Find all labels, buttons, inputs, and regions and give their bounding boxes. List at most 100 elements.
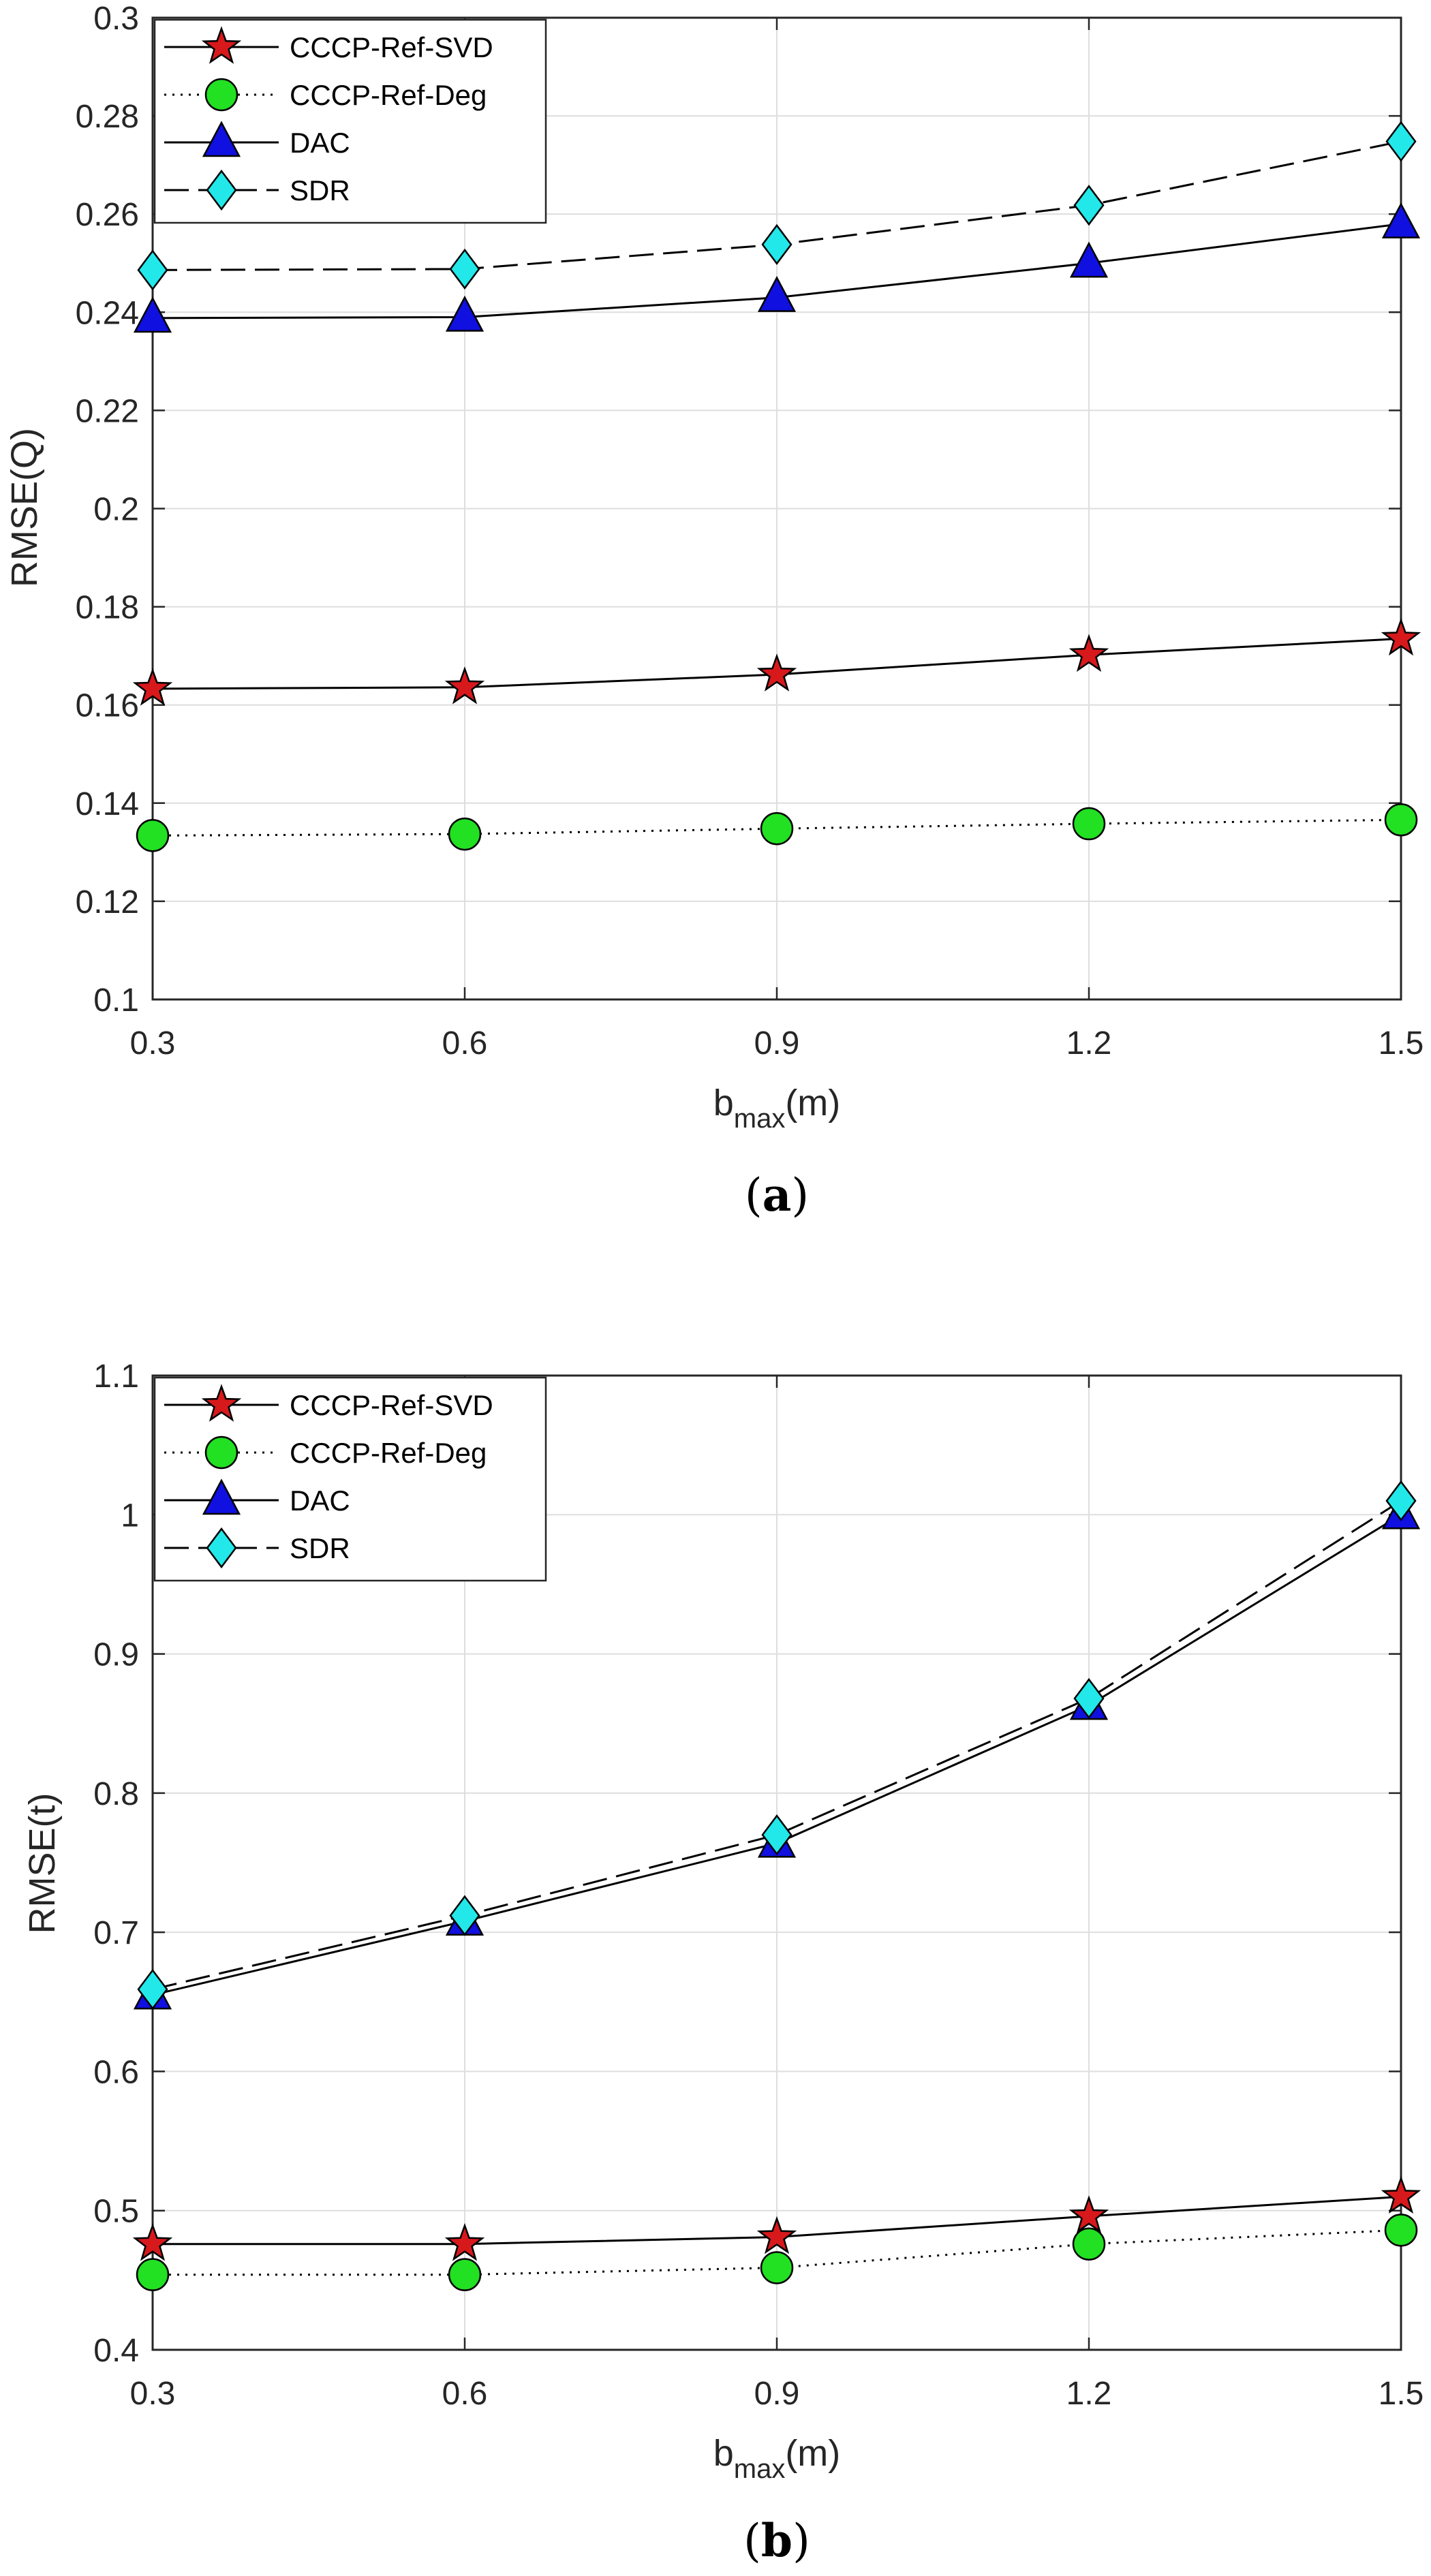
x-tick-label: 0.6 xyxy=(442,2376,488,2412)
data-point-cccp-ref-deg xyxy=(448,2258,482,2291)
y-tick-label: 0.18 xyxy=(76,590,139,626)
legend-label: CCCP-Ref-SVD xyxy=(290,31,493,63)
data-point-sdr xyxy=(1385,1480,1417,1521)
legend-marker-circle xyxy=(204,1436,238,1470)
data-point-cccp-ref-deg xyxy=(760,2251,794,2284)
data-point-cccp-ref-deg xyxy=(136,819,170,852)
x-tick-label: 1.2 xyxy=(1066,1025,1112,1061)
x-axis-label: bmax(m) xyxy=(713,1083,841,1134)
x-axis-label: bmax(m) xyxy=(713,2433,841,2484)
series-line-sdr xyxy=(152,1500,1402,1991)
legend-marker-star xyxy=(201,1384,242,1422)
data-point-cccp-ref-deg xyxy=(1384,2214,1418,2247)
caption-open: ( xyxy=(745,1169,763,1222)
y-tick-label: 0.22 xyxy=(76,393,139,429)
x-axis-label-unit: (m) xyxy=(785,2433,840,2474)
data-point-sdr xyxy=(137,249,168,291)
x-tick-label: 0.6 xyxy=(442,1025,488,1061)
x-tick-label: 0.3 xyxy=(130,2376,176,2412)
y-tick-label: 1.1 xyxy=(93,1359,139,1395)
y-tick-label: 0.8 xyxy=(93,1776,139,1812)
legend: CCCP-Ref-SVD CCCP-Ref-Deg DAC SDR xyxy=(153,1376,547,1582)
legend-label: CCCP-Ref-SVD xyxy=(290,1389,493,1421)
x-axis-label-base: b xyxy=(713,2433,734,2474)
y-tick-label: 0.24 xyxy=(76,295,139,331)
legend-label: SDR xyxy=(290,1532,350,1564)
data-point-cccp-ref-svd xyxy=(132,2223,173,2261)
legend-label: SDR xyxy=(290,174,350,206)
legend-label: DAC xyxy=(290,127,350,159)
y-tick-label: 0.6 xyxy=(93,2054,139,2090)
legend-label: DAC xyxy=(290,1485,350,1517)
legend-marker-triangle xyxy=(202,121,241,157)
x-axis-label-unit: (m) xyxy=(785,1083,840,1123)
data-point-sdr xyxy=(1385,121,1417,162)
data-point-sdr xyxy=(449,1895,480,1936)
axes-box xyxy=(151,1374,1402,2351)
data-point-cccp-ref-deg xyxy=(1072,2227,1106,2261)
data-point-sdr xyxy=(449,248,480,290)
data-point-sdr xyxy=(761,1814,793,1856)
legend: CCCP-Ref-SVD CCCP-Ref-Deg DAC SDR xyxy=(153,18,547,224)
panel-caption: (b) xyxy=(743,2514,810,2567)
y-tick-label: 0.9 xyxy=(93,1637,139,1673)
y-tick-label: 0.1 xyxy=(93,982,139,1019)
y-tick-label: 0.3 xyxy=(93,1,139,37)
data-point-sdr xyxy=(761,223,793,265)
y-tick-label: 0.12 xyxy=(76,884,139,920)
y-tick-label: 0.5 xyxy=(93,2194,139,2230)
panel-caption: (a) xyxy=(745,1168,809,1222)
y-tick-label: 0.14 xyxy=(76,786,139,822)
caption-close: ) xyxy=(793,2515,810,2567)
data-point-cccp-ref-svd xyxy=(1068,2195,1109,2233)
data-point-cccp-ref-deg xyxy=(136,2258,170,2291)
data-point-cccp-ref-svd xyxy=(444,666,485,704)
y-tick-label: 0.28 xyxy=(76,99,139,135)
data-point-cccp-ref-svd xyxy=(444,2223,485,2261)
series-line-cccp-ref-deg xyxy=(152,818,1402,837)
data-point-cccp-ref-svd xyxy=(756,2216,797,2254)
caption-letter: b xyxy=(761,2514,793,2567)
data-point-cccp-ref-deg xyxy=(760,812,794,845)
data-point-dac xyxy=(445,295,484,332)
x-tick-label: 0.9 xyxy=(754,2376,800,2412)
data-point-sdr xyxy=(1073,1677,1105,1720)
data-point-dac xyxy=(1069,241,1109,278)
legend-marker-diamond xyxy=(206,1527,237,1569)
axes-box xyxy=(151,16,1402,1001)
y-tick-label: 0.4 xyxy=(93,2333,139,2369)
data-point-dac xyxy=(757,276,797,312)
legend-marker-star xyxy=(201,26,242,64)
data-point-cccp-ref-svd xyxy=(132,668,173,706)
legend-label: CCCP-Ref-Deg xyxy=(290,1437,487,1469)
chart-panel-b: 0.4 0.5 0.6 0.7 0.8 0.9 1 1.1 0.3 0.6 0.9 1.2 1.5 RMS… xyxy=(22,1359,1424,2567)
y-tick-label: 0.16 xyxy=(76,688,139,724)
data-point-sdr xyxy=(1073,185,1105,226)
data-point-dac xyxy=(1381,202,1421,238)
data-point-dac xyxy=(133,296,172,333)
x-axis-label-sub: max xyxy=(734,1104,786,1134)
data-point-cccp-ref-svd xyxy=(1068,634,1109,672)
y-axis-label: RMSE(Q) xyxy=(4,428,45,587)
y-axis-label: RMSE(t) xyxy=(22,1793,63,1934)
caption-open: ( xyxy=(743,2515,761,2567)
y-tick-label: 0.26 xyxy=(76,197,139,233)
caption-close: ) xyxy=(791,1169,809,1222)
x-tick-label: 0.9 xyxy=(754,1025,800,1061)
y-tick-label: 0.7 xyxy=(93,1915,139,1951)
data-point-cccp-ref-deg xyxy=(1072,807,1106,841)
x-tick-label: 0.3 xyxy=(130,1025,176,1061)
legend-marker-triangle xyxy=(202,1478,241,1515)
y-tick-label: 1 xyxy=(121,1498,139,1534)
x-tick-label: 1.5 xyxy=(1379,1025,1424,1061)
y-tick-label: 0.2 xyxy=(93,492,139,528)
x-tick-label: 1.5 xyxy=(1379,2376,1424,2412)
legend-marker-circle xyxy=(204,78,238,112)
x-axis-label-base: b xyxy=(713,1083,734,1123)
data-point-cccp-ref-svd xyxy=(1381,617,1421,656)
data-point-cccp-ref-deg xyxy=(448,817,482,851)
x-tick-label: 1.2 xyxy=(1066,2376,1112,2412)
caption-letter: a xyxy=(763,1168,792,1222)
legend-label: CCCP-Ref-Deg xyxy=(290,79,487,111)
